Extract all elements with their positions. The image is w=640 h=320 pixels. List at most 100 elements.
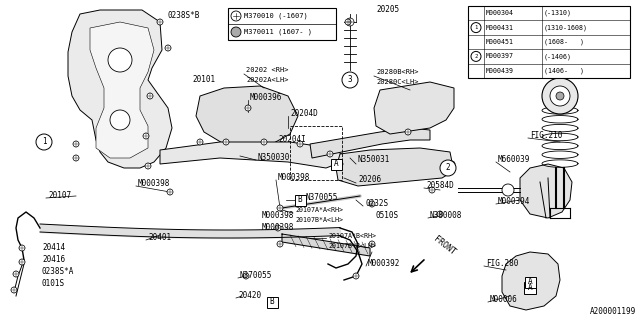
Text: 20107A*A<RH>: 20107A*A<RH> <box>295 207 343 213</box>
Circle shape <box>277 241 283 247</box>
Bar <box>525 276 536 287</box>
Circle shape <box>327 151 333 157</box>
Bar <box>524 282 536 294</box>
Text: M000392: M000392 <box>368 260 401 268</box>
Circle shape <box>437 211 443 217</box>
Circle shape <box>502 184 514 196</box>
Polygon shape <box>282 234 370 256</box>
Circle shape <box>165 45 171 51</box>
Text: 2: 2 <box>445 164 451 172</box>
Text: M000398: M000398 <box>138 180 170 188</box>
Text: M660039: M660039 <box>498 156 531 164</box>
Text: 20280B<RH>: 20280B<RH> <box>376 69 419 75</box>
Polygon shape <box>520 164 572 218</box>
Text: A200001199: A200001199 <box>589 307 636 316</box>
Circle shape <box>108 48 132 72</box>
Text: 0510S: 0510S <box>375 212 398 220</box>
Text: 0232S: 0232S <box>365 199 388 209</box>
Text: 20401: 20401 <box>148 234 171 243</box>
Text: 20420: 20420 <box>238 292 261 300</box>
Circle shape <box>275 225 281 231</box>
Text: A: A <box>333 159 339 169</box>
Circle shape <box>231 27 241 37</box>
Circle shape <box>145 163 151 169</box>
Text: 20414: 20414 <box>42 244 65 252</box>
Text: M000451: M000451 <box>486 39 514 45</box>
Text: M000398: M000398 <box>278 173 310 182</box>
Circle shape <box>147 93 153 99</box>
Polygon shape <box>310 128 430 158</box>
Circle shape <box>440 160 456 176</box>
Circle shape <box>36 134 52 150</box>
Circle shape <box>19 245 25 251</box>
Circle shape <box>13 271 19 277</box>
Text: A: A <box>528 284 532 292</box>
Text: 3: 3 <box>348 76 352 84</box>
Text: M000398: M000398 <box>262 223 294 233</box>
Circle shape <box>346 18 354 26</box>
Circle shape <box>167 189 173 195</box>
Text: M000394: M000394 <box>498 197 531 206</box>
Text: 20416: 20416 <box>42 255 65 265</box>
Circle shape <box>110 110 130 130</box>
Circle shape <box>277 205 283 211</box>
Bar <box>294 195 305 205</box>
Circle shape <box>297 141 303 147</box>
Text: 20101: 20101 <box>192 76 215 84</box>
Text: M370011 (1607- ): M370011 (1607- ) <box>244 29 312 35</box>
Text: 20204D: 20204D <box>290 109 317 118</box>
Bar <box>266 297 278 308</box>
Text: (-1406): (-1406) <box>544 53 572 60</box>
Text: N350030: N350030 <box>258 154 291 163</box>
Text: 20280C<LH>: 20280C<LH> <box>376 79 419 85</box>
Text: 1: 1 <box>474 25 477 30</box>
Text: FIG.280: FIG.280 <box>486 260 518 268</box>
Circle shape <box>223 139 229 145</box>
Text: 0238S*B: 0238S*B <box>168 12 200 20</box>
Circle shape <box>471 52 481 61</box>
Text: 20206: 20206 <box>358 175 381 185</box>
Circle shape <box>231 11 241 21</box>
Text: N370055: N370055 <box>305 194 337 203</box>
Text: M000304: M000304 <box>486 10 514 16</box>
Text: M370010 (-1607): M370010 (-1607) <box>244 13 308 19</box>
Text: M000398: M000398 <box>262 212 294 220</box>
Polygon shape <box>374 82 454 134</box>
Polygon shape <box>336 148 452 186</box>
Bar <box>468 6 630 78</box>
Circle shape <box>405 129 411 135</box>
Polygon shape <box>196 86 298 148</box>
Text: M000397: M000397 <box>486 53 514 60</box>
Circle shape <box>11 287 17 293</box>
Text: (-1310): (-1310) <box>544 10 572 16</box>
Text: 20205: 20205 <box>376 5 399 14</box>
Polygon shape <box>90 22 154 158</box>
Text: M000431: M000431 <box>486 25 514 31</box>
Text: M000396: M000396 <box>250 93 282 102</box>
Text: (1406-   ): (1406- ) <box>544 68 584 74</box>
Text: 0238S*A: 0238S*A <box>42 268 74 276</box>
Circle shape <box>429 187 435 193</box>
Circle shape <box>342 72 358 88</box>
Text: 20584D: 20584D <box>426 181 454 190</box>
Circle shape <box>449 161 455 167</box>
Circle shape <box>353 273 359 279</box>
Circle shape <box>19 259 25 265</box>
Text: (1608-   ): (1608- ) <box>544 39 584 45</box>
Text: B: B <box>269 298 275 307</box>
Circle shape <box>245 105 251 111</box>
Polygon shape <box>502 252 560 310</box>
Text: (1310-1608): (1310-1608) <box>544 24 588 31</box>
Circle shape <box>143 133 149 139</box>
Circle shape <box>73 155 79 161</box>
Text: 20202 <RH>: 20202 <RH> <box>246 67 289 73</box>
Circle shape <box>197 139 203 145</box>
Polygon shape <box>68 10 172 168</box>
Text: N380008: N380008 <box>430 212 462 220</box>
Text: M000439: M000439 <box>486 68 514 74</box>
Text: 20107A*B<RH>: 20107A*B<RH> <box>328 233 376 239</box>
Circle shape <box>345 19 351 25</box>
Text: 20202A<LH>: 20202A<LH> <box>246 77 289 83</box>
Text: 20204I: 20204I <box>278 135 306 145</box>
Text: FRONT: FRONT <box>432 235 457 257</box>
